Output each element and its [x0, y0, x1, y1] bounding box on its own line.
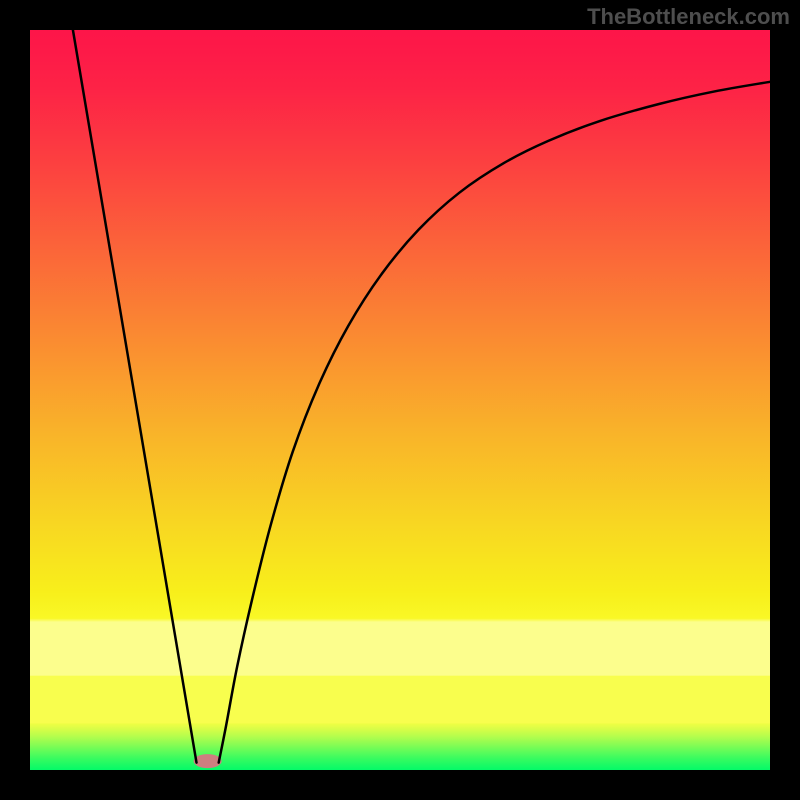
chart-svg: [0, 0, 800, 800]
optimal-marker: [194, 754, 222, 768]
bottleneck-chart: TheBottleneck.com: [0, 0, 800, 800]
plot-area: [30, 30, 770, 770]
